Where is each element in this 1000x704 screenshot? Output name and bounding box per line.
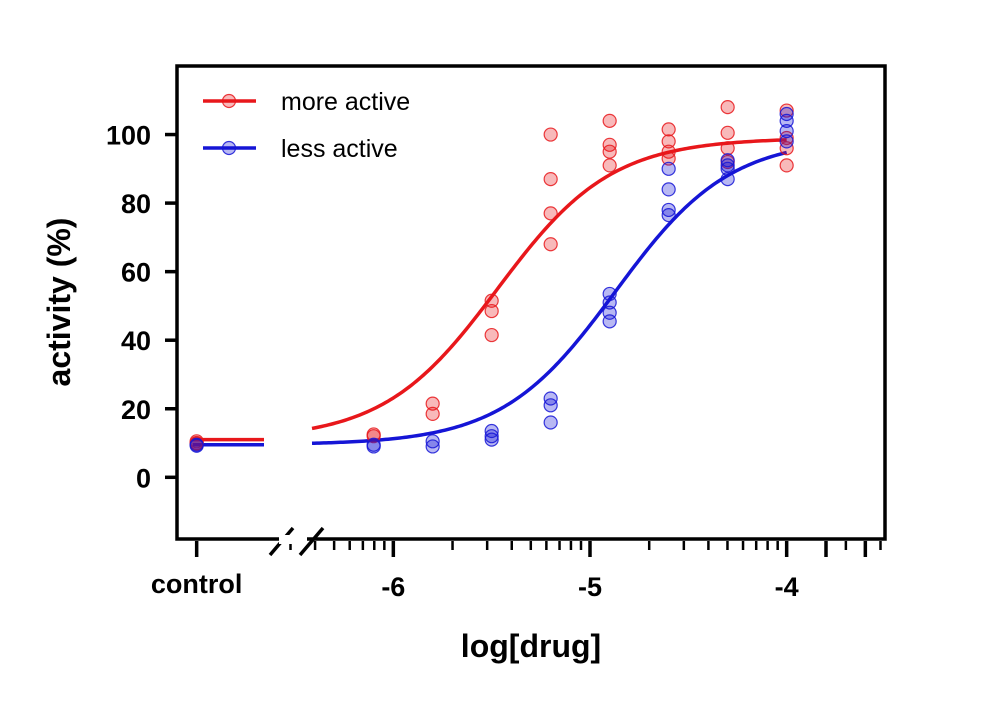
data-point bbox=[484, 429, 499, 444]
x-tick-label: -4 bbox=[775, 572, 799, 602]
data-point bbox=[484, 303, 499, 319]
data-point bbox=[661, 202, 676, 218]
data-point bbox=[720, 161, 735, 176]
data-point bbox=[602, 144, 617, 159]
data-points bbox=[189, 100, 794, 454]
data-point bbox=[543, 398, 558, 413]
y-axis-title: activity (%) bbox=[41, 218, 77, 387]
data-point bbox=[720, 158, 735, 173]
data-point bbox=[543, 206, 558, 221]
x-axis: -6 -5 -4 control bbox=[151, 526, 882, 602]
x-tick-label: -5 bbox=[578, 572, 602, 602]
legend-label: less active bbox=[281, 135, 398, 163]
data-point bbox=[661, 182, 676, 197]
data-point bbox=[602, 113, 617, 128]
data-point bbox=[543, 415, 558, 430]
axis-break-gap bbox=[279, 535, 307, 544]
fit-curve bbox=[311, 138, 787, 431]
data-point bbox=[779, 103, 794, 118]
data-point bbox=[189, 438, 204, 453]
data-point bbox=[779, 134, 794, 149]
y-tick-label: 0 bbox=[136, 463, 151, 493]
legend-label: more active bbox=[281, 88, 410, 116]
y-tick-label: 60 bbox=[121, 258, 151, 288]
data-point bbox=[543, 172, 558, 187]
control-label: control bbox=[151, 569, 243, 599]
data-point bbox=[779, 113, 794, 128]
data-point bbox=[661, 207, 676, 223]
data-point bbox=[779, 158, 794, 173]
fit-curves bbox=[192, 138, 788, 447]
legend-marker bbox=[221, 140, 237, 156]
y-tick-label: 80 bbox=[121, 189, 151, 219]
data-point bbox=[661, 122, 676, 137]
plot-frame bbox=[175, 64, 887, 541]
data-point bbox=[543, 237, 558, 252]
data-point bbox=[484, 327, 499, 343]
x-axis-title: log[drug] bbox=[461, 628, 601, 664]
data-point bbox=[366, 439, 381, 454]
y-tick-label: 40 bbox=[121, 326, 151, 356]
y-tick-label: 20 bbox=[121, 395, 151, 425]
data-point bbox=[425, 406, 440, 421]
x-tick-label: -6 bbox=[381, 572, 405, 602]
data-point bbox=[661, 161, 676, 176]
axis-break-mark bbox=[298, 526, 325, 557]
data-point bbox=[720, 141, 735, 156]
y-tick-label: 100 bbox=[106, 121, 151, 151]
data-point bbox=[543, 127, 558, 142]
legend: more active less active bbox=[203, 88, 410, 163]
data-point bbox=[425, 434, 440, 449]
fit-curve bbox=[311, 150, 788, 446]
data-point bbox=[425, 439, 440, 454]
data-point bbox=[661, 151, 676, 166]
data-point bbox=[661, 134, 676, 149]
y-axis: 0 20 40 60 80 100 bbox=[106, 121, 177, 493]
data-point bbox=[720, 172, 735, 187]
data-point bbox=[484, 293, 499, 308]
data-point bbox=[602, 295, 617, 310]
data-point bbox=[602, 158, 617, 173]
data-point bbox=[602, 314, 617, 329]
data-point bbox=[425, 396, 440, 411]
legend-marker bbox=[221, 93, 237, 109]
data-point bbox=[720, 125, 735, 140]
data-point bbox=[779, 124, 794, 139]
data-point bbox=[484, 432, 499, 447]
data-point bbox=[720, 100, 735, 115]
